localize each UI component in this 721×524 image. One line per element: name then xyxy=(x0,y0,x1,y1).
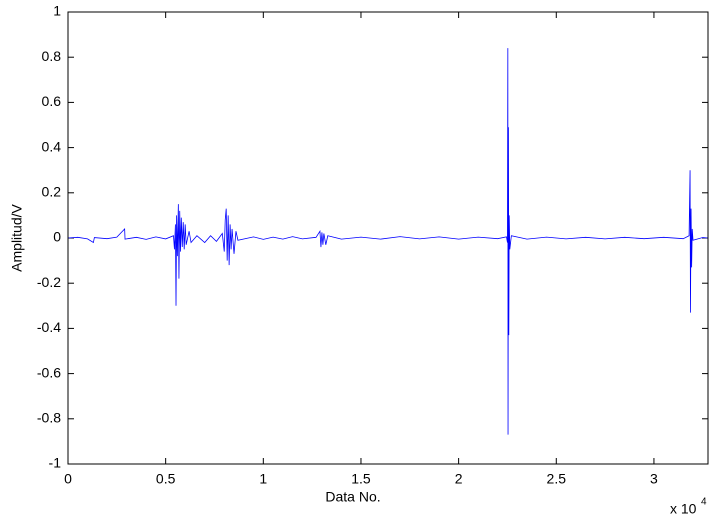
plot-frame xyxy=(67,11,709,465)
x-tick-label: 2 xyxy=(455,471,463,487)
y-tick-label: 0.2 xyxy=(42,184,62,200)
y-tick-label: 0.6 xyxy=(42,93,62,109)
y-tick-label: -0.6 xyxy=(37,364,61,380)
x-multiplier-exponent: 4 xyxy=(701,497,707,508)
y-tick-label: 1 xyxy=(53,3,61,19)
y-tick-label: 0.8 xyxy=(42,48,62,64)
y-tick-label: -1 xyxy=(49,455,62,471)
x-tick-label: 1 xyxy=(259,471,267,487)
y-tick-label: 0.4 xyxy=(42,138,62,154)
x-tick-label: 0 xyxy=(64,471,72,487)
signal-line xyxy=(67,48,709,435)
x-tick-label: 1.5 xyxy=(351,471,371,487)
y-tick-label: -0.8 xyxy=(37,410,61,426)
x-tick-label: 0.5 xyxy=(156,471,176,487)
x-tick-label: 3 xyxy=(650,471,658,487)
x-axis-label: Data No. xyxy=(325,489,380,505)
y-axis-label: Amplitud/V xyxy=(9,203,25,271)
x-multiplier: x 10 xyxy=(670,501,697,517)
y-tick-label: -0.2 xyxy=(37,274,61,290)
y-tick-label: 0 xyxy=(53,229,61,245)
x-tick-label: 2.5 xyxy=(547,471,567,487)
y-tick-label: -0.4 xyxy=(37,319,61,335)
